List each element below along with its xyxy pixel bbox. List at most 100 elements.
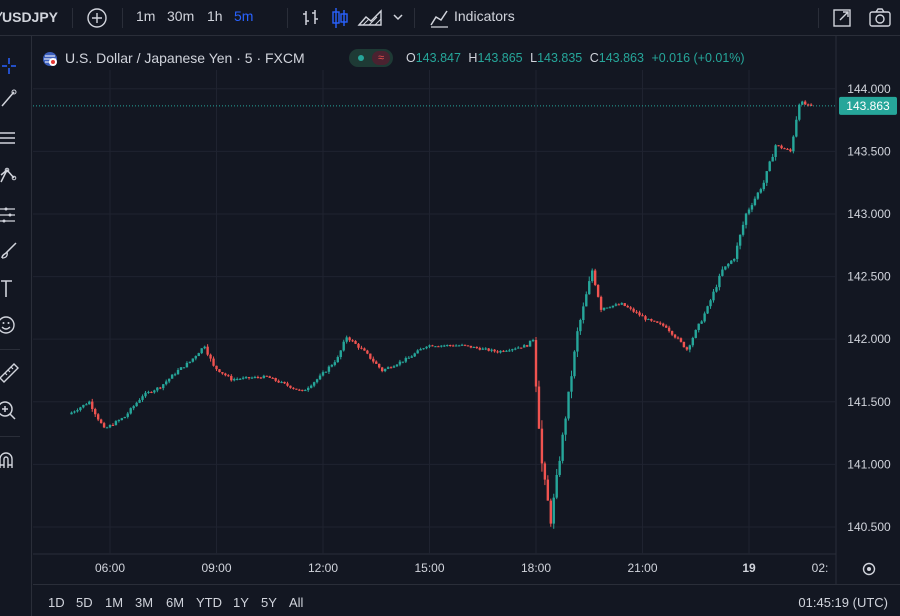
interval-1m-button[interactable]: 1m <box>136 8 156 24</box>
session-icon: ≈ <box>372 51 390 65</box>
bar-style-icon[interactable] <box>301 8 321 28</box>
range-all-button[interactable]: All <box>289 595 304 610</box>
indicators-button[interactable]: Indicators <box>454 8 515 24</box>
candle-body <box>333 362 337 365</box>
area-chart-icon[interactable] <box>357 7 385 29</box>
candle-body <box>392 366 396 368</box>
emoji-icon[interactable] <box>0 313 26 339</box>
top-toolbar: USDJPY 1m 30m 1h 5m Indicators <box>0 0 900 36</box>
pattern-icon[interactable] <box>0 164 26 190</box>
text-icon[interactable] <box>0 276 26 302</box>
range-5y-button[interactable]: 5Y <box>261 595 277 610</box>
magnet-icon[interactable] <box>0 448 26 474</box>
candle-body <box>715 287 718 292</box>
candle-body <box>194 356 197 359</box>
range-5d-button[interactable]: 5D <box>76 595 93 610</box>
candle-body <box>528 340 532 347</box>
candle-body <box>588 281 591 295</box>
candle-body <box>153 390 156 393</box>
candle-body <box>505 350 508 352</box>
add-symbol-icon[interactable] <box>86 7 108 29</box>
range-6m-button[interactable]: 6M <box>166 595 185 610</box>
candle-body <box>602 307 606 310</box>
utc-clock[interactable]: 01:45:19 (UTC) <box>798 595 888 610</box>
candle-body <box>407 357 410 359</box>
fib-icon[interactable] <box>0 126 26 152</box>
camera-icon[interactable] <box>868 7 892 29</box>
candle-body <box>546 479 550 501</box>
range-1m-button[interactable]: 1M <box>105 595 124 610</box>
candle-body <box>351 340 354 342</box>
chart-title[interactable]: U.S. Dollar / Japanese Yen · 5 · FXCM <box>65 50 305 66</box>
ruler-icon[interactable] <box>0 358 26 384</box>
candle-body <box>750 205 754 210</box>
projection-icon[interactable] <box>0 202 26 228</box>
candle-body <box>307 387 310 391</box>
high-value: 143.865 <box>477 51 523 65</box>
candle-body <box>632 308 635 312</box>
y-tick-label: 140.500 <box>847 520 891 534</box>
candle-body <box>508 350 511 352</box>
symbol-search[interactable]: USDJPY <box>2 9 59 25</box>
candle-body <box>339 350 342 358</box>
search-icon[interactable] <box>0 10 4 24</box>
chevron-down-icon[interactable] <box>392 11 404 23</box>
candle-body <box>138 399 141 403</box>
candle-body <box>703 313 706 322</box>
candle-body <box>608 307 612 309</box>
candle-body <box>203 346 206 349</box>
candle-body <box>733 258 736 261</box>
candle-body <box>481 348 484 350</box>
candle-body <box>502 350 505 352</box>
market-status-badge[interactable]: ≈ <box>349 49 393 67</box>
candle-body <box>744 213 748 225</box>
candle-body <box>280 381 283 383</box>
candle-body <box>599 296 603 310</box>
candle-body <box>522 345 526 348</box>
candle-body <box>176 369 180 375</box>
range-1y-button[interactable]: 1Y <box>233 595 249 610</box>
candle-body <box>233 379 236 381</box>
candle-body <box>762 182 765 190</box>
candle-body <box>404 358 408 362</box>
candle-body <box>120 418 124 421</box>
candle-body <box>182 367 186 369</box>
sidebar-separator <box>0 349 20 350</box>
range-ytd-button[interactable]: YTD <box>196 595 222 610</box>
chart-overlay: 144.000 143.500 143.000 142.500 142.000 141.5… <box>33 82 897 576</box>
candles-icon[interactable] <box>330 7 350 29</box>
low-label: L <box>530 51 538 65</box>
candle-body <box>315 379 319 383</box>
candle-body <box>431 345 434 347</box>
candle-body <box>268 376 271 378</box>
open-value: 143.847 <box>415 51 461 65</box>
fullscreen-icon[interactable] <box>831 7 853 29</box>
range-3m-button[interactable]: 3M <box>135 595 154 610</box>
trendline-icon[interactable] <box>0 86 26 112</box>
interval-30m-button[interactable]: 30m <box>167 8 195 24</box>
range-1d-button[interactable]: 1D <box>48 595 65 610</box>
candle-body <box>241 377 245 379</box>
brush-icon[interactable] <box>0 238 26 264</box>
candle-body <box>531 340 535 342</box>
candle-body <box>638 312 641 316</box>
interval-1h-button[interactable]: 1h <box>207 8 223 24</box>
candle-body <box>620 303 623 305</box>
candle-body <box>806 104 810 106</box>
candle-body <box>446 345 449 347</box>
candle-body <box>457 345 461 347</box>
candle-body <box>336 357 339 363</box>
indicators-icon[interactable] <box>428 7 450 29</box>
interval-5m-button[interactable]: 5m <box>234 8 254 24</box>
candle-body <box>801 101 804 105</box>
toolbar-separator <box>414 8 415 28</box>
crosshair-icon[interactable] <box>0 54 26 80</box>
candle-body <box>256 376 260 378</box>
candle-body <box>99 419 103 424</box>
candle-body <box>520 347 523 349</box>
candle-body <box>591 270 594 282</box>
candle-body <box>218 369 221 373</box>
zoom-icon[interactable] <box>0 398 26 424</box>
y-tick-label: 141.000 <box>847 457 891 471</box>
